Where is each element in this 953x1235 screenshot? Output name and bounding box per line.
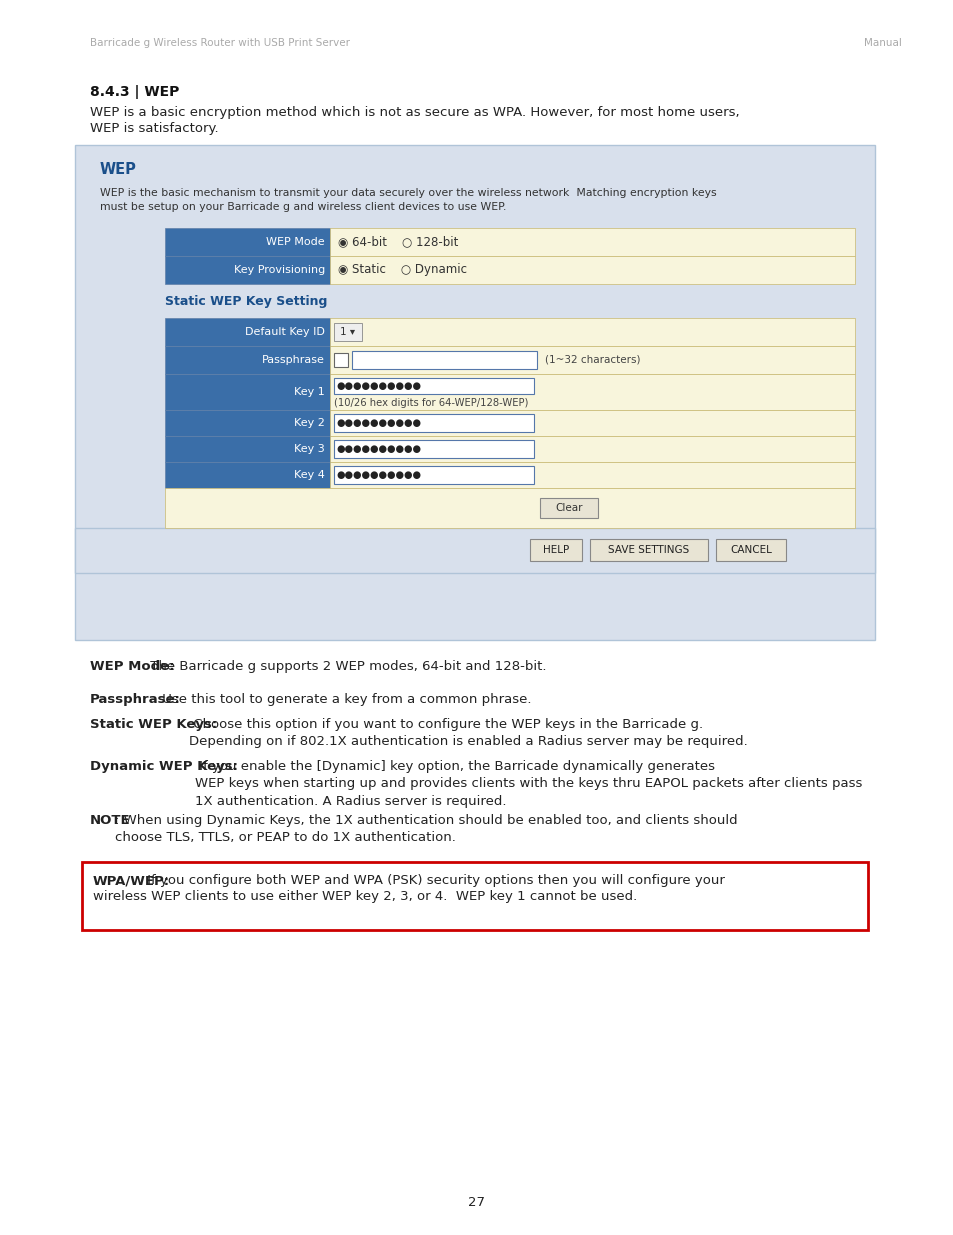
Text: Manual: Manual <box>863 38 901 48</box>
Text: (1~32 characters): (1~32 characters) <box>544 354 639 366</box>
Text: CANCEL: CANCEL <box>729 545 771 555</box>
FancyBboxPatch shape <box>330 374 854 410</box>
FancyBboxPatch shape <box>165 436 330 462</box>
Text: Default Key ID: Default Key ID <box>245 327 325 337</box>
FancyBboxPatch shape <box>334 324 361 341</box>
Text: If you configure both WEP and WPA (PSK) security options then you will configure: If you configure both WEP and WPA (PSK) … <box>142 874 723 887</box>
Text: WEP Mode:: WEP Mode: <box>90 659 174 673</box>
FancyBboxPatch shape <box>334 440 534 458</box>
FancyBboxPatch shape <box>334 414 534 432</box>
Text: Key 1: Key 1 <box>294 387 325 396</box>
Text: Static WEP Keys:: Static WEP Keys: <box>90 718 217 731</box>
Text: wireless WEP clients to use either WEP key 2, 3, or 4.  WEP key 1 cannot be used: wireless WEP clients to use either WEP k… <box>92 890 637 903</box>
FancyBboxPatch shape <box>330 410 854 436</box>
FancyBboxPatch shape <box>330 436 854 462</box>
Text: (10/26 hex digits for 64-WEP/128-WEP): (10/26 hex digits for 64-WEP/128-WEP) <box>334 398 528 408</box>
FancyBboxPatch shape <box>334 466 534 484</box>
FancyBboxPatch shape <box>75 529 874 573</box>
FancyBboxPatch shape <box>165 256 330 284</box>
Text: Choose this option if you want to configure the WEP keys in the Barricade g.
Dep: Choose this option if you want to config… <box>189 718 747 748</box>
FancyBboxPatch shape <box>716 538 785 561</box>
Text: ◉ Static    ○ Dynamic: ◉ Static ○ Dynamic <box>337 263 467 277</box>
FancyBboxPatch shape <box>165 488 854 529</box>
FancyBboxPatch shape <box>165 228 330 256</box>
Text: Key 4: Key 4 <box>294 471 325 480</box>
FancyBboxPatch shape <box>330 317 854 346</box>
FancyBboxPatch shape <box>330 256 854 284</box>
Text: NOTE: NOTE <box>90 814 131 827</box>
FancyBboxPatch shape <box>589 538 707 561</box>
FancyBboxPatch shape <box>334 378 534 394</box>
Text: ●●●●●●●●●●: ●●●●●●●●●● <box>335 382 420 391</box>
Text: : When using Dynamic Keys, the 1X authentication should be enabled too, and clie: : When using Dynamic Keys, the 1X authen… <box>114 814 737 845</box>
FancyBboxPatch shape <box>330 346 854 374</box>
Text: Key 2: Key 2 <box>294 417 325 429</box>
Text: Passphrase:: Passphrase: <box>90 693 181 706</box>
Text: ●●●●●●●●●●: ●●●●●●●●●● <box>335 471 420 480</box>
Text: Barricade g Wireless Router with USB Print Server: Barricade g Wireless Router with USB Pri… <box>90 38 350 48</box>
Text: Dynamic WEP Keys:: Dynamic WEP Keys: <box>90 760 237 773</box>
FancyBboxPatch shape <box>530 538 581 561</box>
Text: WPA/WEP:: WPA/WEP: <box>92 874 170 887</box>
FancyBboxPatch shape <box>352 351 537 369</box>
FancyBboxPatch shape <box>165 317 330 346</box>
Text: 1 ▾: 1 ▾ <box>340 327 355 337</box>
Text: ●●●●●●●●●●: ●●●●●●●●●● <box>335 417 420 429</box>
Text: Passphrase: Passphrase <box>262 354 325 366</box>
FancyBboxPatch shape <box>75 144 874 640</box>
Text: Use this tool to generate a key from a common phrase.: Use this tool to generate a key from a c… <box>158 693 531 706</box>
FancyBboxPatch shape <box>165 346 330 374</box>
FancyBboxPatch shape <box>82 862 867 930</box>
Text: ◉ 64-bit    ○ 128-bit: ◉ 64-bit ○ 128-bit <box>337 236 457 248</box>
Text: 27: 27 <box>468 1195 485 1209</box>
FancyBboxPatch shape <box>165 462 330 488</box>
Text: must be setup on your Barricade g and wireless client devices to use WEP.: must be setup on your Barricade g and wi… <box>100 203 506 212</box>
Text: 8.4.3 | WEP: 8.4.3 | WEP <box>90 85 179 99</box>
Text: WEP: WEP <box>100 162 136 177</box>
Text: Key Provisioning: Key Provisioning <box>233 266 325 275</box>
Text: WEP Mode: WEP Mode <box>266 237 325 247</box>
Text: Clear: Clear <box>555 503 582 513</box>
Text: The Barricade g supports 2 WEP modes, 64-bit and 128-bit.: The Barricade g supports 2 WEP modes, 64… <box>146 659 546 673</box>
Text: HELP: HELP <box>542 545 569 555</box>
FancyBboxPatch shape <box>330 228 854 256</box>
FancyBboxPatch shape <box>539 498 598 517</box>
Text: ●●●●●●●●●●: ●●●●●●●●●● <box>335 445 420 454</box>
Text: WEP is satisfactory.: WEP is satisfactory. <box>90 122 218 135</box>
Text: WEP is a basic encryption method which is not as secure as WPA. However, for mos: WEP is a basic encryption method which i… <box>90 106 739 119</box>
FancyBboxPatch shape <box>165 410 330 436</box>
Text: Key 3: Key 3 <box>294 445 325 454</box>
Text: If you enable the [Dynamic] key option, the Barricade dynamically generates
WEP : If you enable the [Dynamic] key option, … <box>195 760 862 808</box>
Text: Static WEP Key Setting: Static WEP Key Setting <box>165 295 327 308</box>
FancyBboxPatch shape <box>334 353 348 367</box>
Text: WEP is the basic mechanism to transmit your data securely over the wireless netw: WEP is the basic mechanism to transmit y… <box>100 188 716 198</box>
FancyBboxPatch shape <box>330 462 854 488</box>
FancyBboxPatch shape <box>165 374 330 410</box>
Text: SAVE SETTINGS: SAVE SETTINGS <box>608 545 689 555</box>
